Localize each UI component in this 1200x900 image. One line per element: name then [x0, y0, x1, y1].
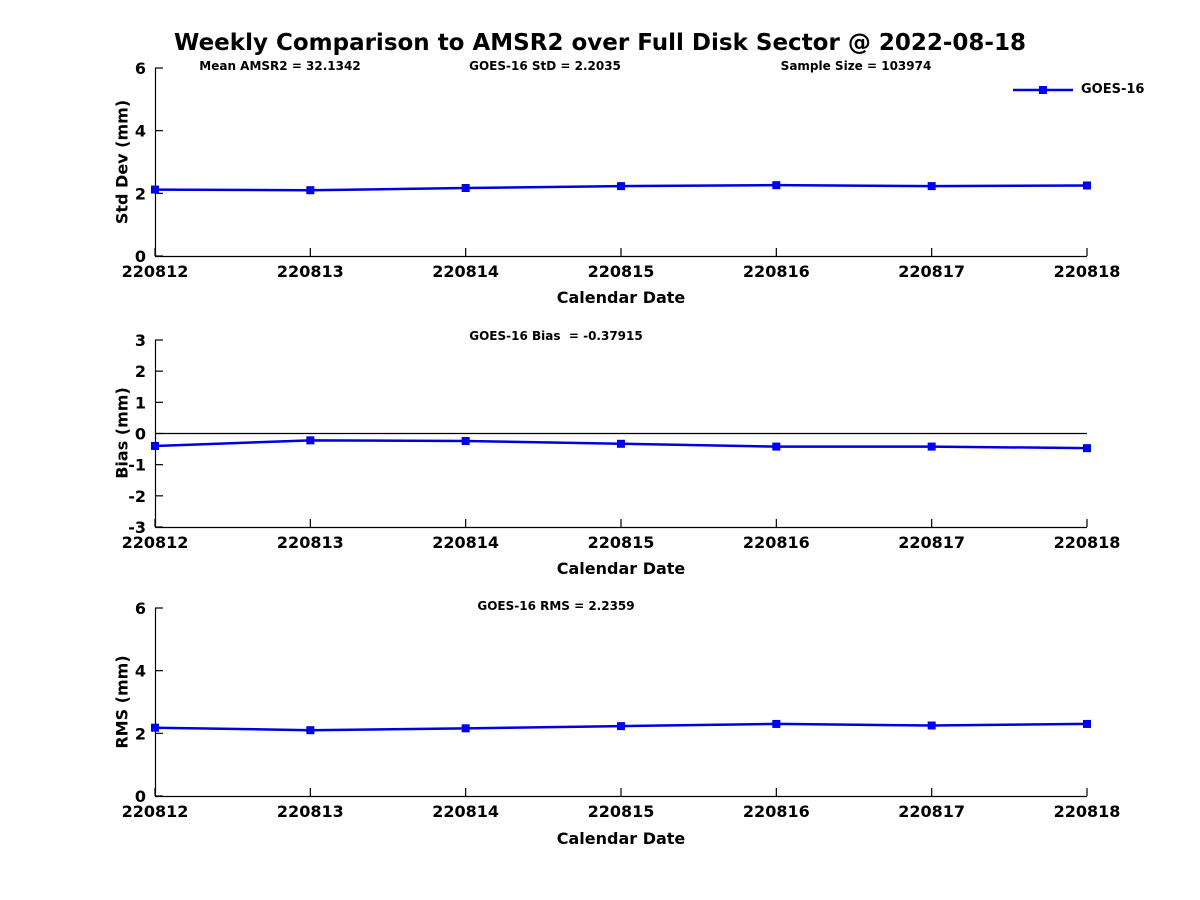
x-tick-label: 220814 [432, 262, 499, 281]
legend-label: GOES-16 [1081, 82, 1145, 97]
data-point-marker [461, 724, 470, 733]
legend [1013, 86, 1073, 94]
y-tick-label: 3 [135, 331, 146, 350]
annotation-sample-size: Sample Size = 103974 [780, 59, 932, 73]
annotation-goes16-bias: GOES-16 Bias = -0.37915 [469, 329, 643, 343]
x-tick-label: 220817 [898, 802, 965, 821]
y-tick-label: 4 [135, 122, 146, 141]
x-tick-label: 220815 [588, 533, 655, 552]
y-tick-label: 0 [135, 787, 146, 806]
data-point-marker [461, 436, 470, 445]
data-point-marker [617, 182, 625, 191]
data-point-marker [151, 441, 159, 450]
data-point-marker [927, 721, 936, 730]
x-tick-label: 220816 [743, 262, 810, 281]
subplot-rms: 0 2 4 6 220812 220813 220814 220815 220816 220817… [122, 599, 1121, 821]
y-tick-label: 2 [135, 362, 146, 381]
x-tick-label: 220812 [122, 802, 189, 821]
chart-title: Weekly Comparison to AMSR2 over Full Dis… [174, 30, 1026, 56]
data-point-marker [306, 436, 315, 445]
x-tick-label: 220812 [122, 533, 189, 552]
data-point-marker [927, 182, 936, 191]
x-tick-label: 220818 [1054, 533, 1121, 552]
data-point-marker [617, 439, 625, 448]
data-point-marker [772, 442, 781, 451]
x-tick-label: 220817 [898, 533, 965, 552]
x-tick-label: 220813 [277, 802, 344, 821]
data-point-marker [151, 185, 159, 194]
x-tick-label: 220818 [1054, 262, 1121, 281]
x-axis-label-rms: Calendar Date [556, 829, 686, 848]
y-tick-label: 6 [135, 59, 146, 78]
x-axis-label-std-dev: Calendar Date [556, 288, 686, 307]
data-point-marker [151, 723, 159, 732]
data-point-marker [1083, 444, 1091, 453]
y-tick-label: -2 [128, 487, 146, 506]
x-tick-label: 220813 [277, 533, 344, 552]
x-tick-label: 220814 [432, 533, 499, 552]
data-point-marker [772, 181, 781, 190]
x-axis-label-bias: Calendar Date [556, 559, 686, 578]
annotation-goes16-rms: GOES-16 RMS = 2.2359 [477, 599, 635, 613]
y-tick-label: 4 [135, 662, 146, 681]
x-tick-label: 220813 [277, 262, 344, 281]
data-point-marker [306, 186, 315, 195]
y-tick-label: -3 [128, 518, 146, 537]
x-tick-label: 220816 [743, 533, 810, 552]
x-tick-label: 220818 [1054, 802, 1121, 821]
annotation-mean-amsr2: Mean AMSR2 = 32.1342 [199, 59, 361, 73]
x-tick-label: 220812 [122, 262, 189, 281]
subplot-std-dev: 0 2 4 6 220812 220813 220814 220815 220816 220817… [122, 59, 1121, 281]
subplot-bias: -3 -2 -1 0 1 2 3 220812 220813 220814 220815 220816… [122, 331, 1121, 552]
y-tick-label: 2 [135, 184, 146, 203]
annotation-goes16-std: GOES-16 StD = 2.2035 [469, 59, 621, 73]
data-point-marker [461, 184, 470, 193]
x-tick-label: 220814 [432, 802, 499, 821]
y-tick-label: 6 [135, 599, 146, 618]
x-tick-label: 220817 [898, 262, 965, 281]
y-tick-label: 0 [135, 425, 146, 444]
data-point-marker [927, 442, 936, 451]
y-tick-label: -1 [128, 456, 146, 475]
legend-marker-sample [1039, 86, 1047, 94]
x-tick-label: 220815 [588, 802, 655, 821]
data-point-marker [1083, 719, 1091, 728]
data-point-marker [617, 722, 625, 731]
data-point-marker [306, 726, 315, 735]
y-tick-label: 2 [135, 724, 146, 743]
x-tick-label: 220815 [588, 262, 655, 281]
data-point-marker [1083, 181, 1091, 190]
data-point-marker [772, 719, 781, 728]
y-tick-label: 0 [135, 247, 146, 266]
y-tick-label: 1 [135, 393, 146, 412]
x-tick-label: 220816 [743, 802, 810, 821]
